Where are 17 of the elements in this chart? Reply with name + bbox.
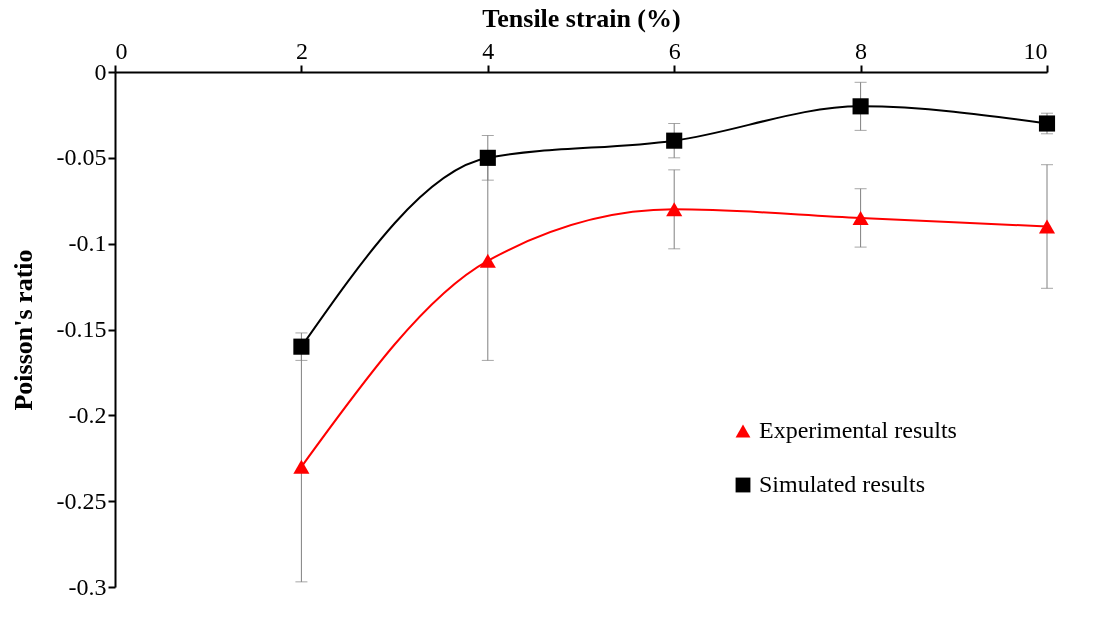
y-tick-label: -0.3 bbox=[68, 573, 107, 600]
y-tick-label: -0.05 bbox=[56, 144, 107, 171]
y-tick-label: -0.15 bbox=[56, 316, 107, 342]
x-tick-label: 10 bbox=[1023, 37, 1048, 64]
x-axis-title: Tensile strain (%) bbox=[482, 3, 681, 33]
y-tick-label: -0.25 bbox=[56, 487, 107, 514]
y-tick-label: 0 bbox=[94, 58, 107, 85]
x-tick-label: 4 bbox=[482, 37, 495, 64]
x-tick-label: 6 bbox=[668, 37, 681, 64]
x-tick-label: 2 bbox=[295, 37, 308, 64]
y-tick-label: -0.2 bbox=[68, 401, 107, 428]
y-tick-label: -0.1 bbox=[68, 230, 107, 257]
legend-label: Experimental results bbox=[759, 417, 957, 443]
legend-label: Simulated results bbox=[759, 471, 925, 497]
x-tick-label: 8 bbox=[855, 37, 868, 64]
y-axis-title: Poisson's ratio bbox=[8, 249, 38, 411]
x-tick-label: 0 bbox=[115, 37, 128, 64]
